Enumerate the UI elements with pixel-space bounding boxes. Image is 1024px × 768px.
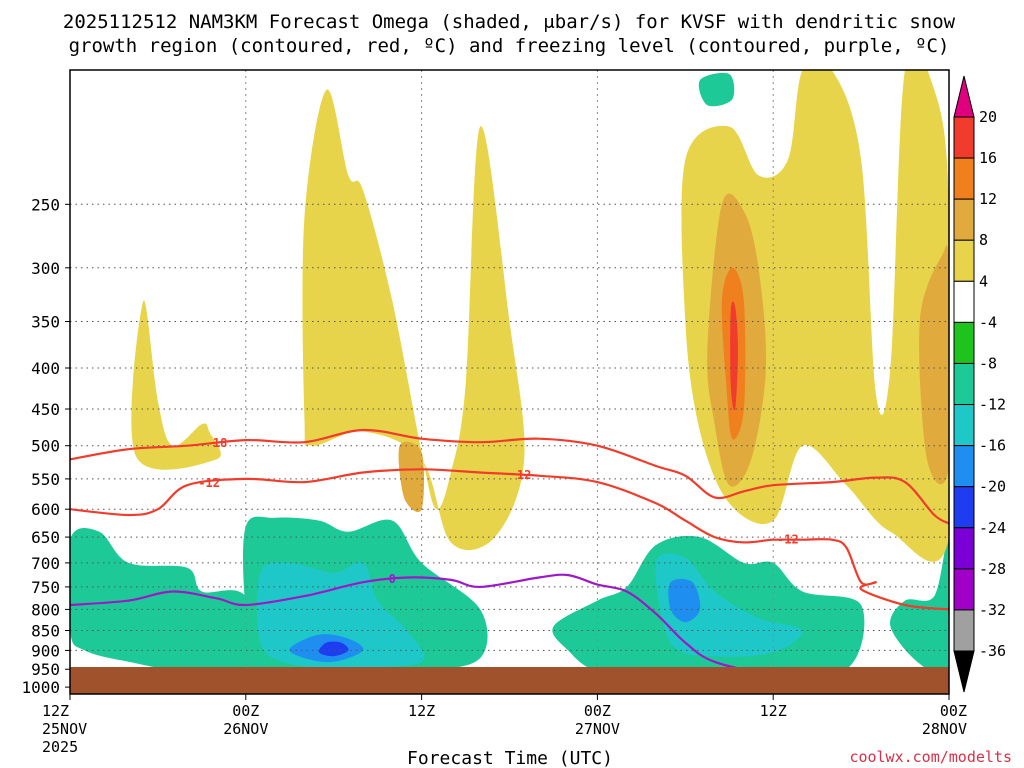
colorbar-box-8: [953, 445, 975, 488]
contour-label-2-label: 0: [389, 572, 396, 586]
y-tick-label-350: 350: [31, 312, 60, 331]
omega-region-rising-west: [70, 528, 277, 676]
colorbar-label-5: -4: [979, 313, 997, 331]
colorbar-box-1: [953, 157, 975, 200]
y-tick-label-1000: 1000: [21, 678, 60, 697]
x-axis-label: Forecast Time (UTC): [407, 748, 613, 768]
x-tick-label-12-line1: 00Z: [232, 702, 259, 720]
y-tick-label-950: 950: [31, 660, 60, 679]
colorbar-label-12: -32: [979, 601, 1006, 619]
colorbar-box-6: [953, 362, 975, 406]
y-tick-label-550: 550: [31, 470, 60, 489]
colorbar-bottom-arrow: [953, 650, 975, 693]
colorbar-box-3: [953, 239, 975, 282]
omega-region-sinking-east-max: [730, 301, 738, 411]
omega-region-rising-main-max: [318, 641, 349, 657]
colorbar-label-11: -28: [979, 560, 1006, 578]
y-tick-label-900: 900: [31, 641, 60, 660]
omega-region-rising-main-core: [256, 561, 425, 668]
colorbar-box-4: [953, 280, 975, 323]
colorbar-box-11: [953, 568, 975, 611]
colorbar-label-3: 8: [979, 231, 988, 249]
colorbar-box-2: [953, 198, 975, 241]
colorbar-box-7: [953, 404, 975, 447]
colorbar-box-9: [953, 486, 975, 529]
colorbar-box-10: [953, 527, 975, 570]
colorbar-top-arrow: [953, 75, 975, 118]
x-tick-label-24-line1: 12Z: [408, 702, 435, 720]
contour-label-1-label2: 12: [517, 468, 531, 482]
x-tick-label-60-line2: 28NOV: [922, 720, 967, 738]
x-tick-label-0-line3: 2025: [42, 738, 78, 756]
y-tick-label-700: 700: [31, 554, 60, 573]
y-tick-label-250: 250: [31, 195, 60, 214]
contour-label-1-label3: -12: [777, 533, 799, 547]
x-tick-label-0-line2: 25NOV: [42, 720, 87, 738]
y-tick-label-500: 500: [31, 437, 60, 456]
colorbar-label-9: -20: [979, 478, 1006, 496]
chart-title-line2: growth region (contoured, red, ºC) and f…: [69, 35, 950, 57]
y-tick-label-750: 750: [31, 578, 60, 597]
colorbar-box-12: [953, 609, 975, 652]
omega-region-sinking-far-east-core: [919, 245, 949, 485]
chart-title-line1: 2025112512 NAM3KM Forecast Omega (shaded…: [63, 11, 956, 33]
y-tick-label-800: 800: [31, 600, 60, 619]
colorbar-label-0: 20: [979, 108, 997, 126]
colorbar-label-6: -8: [979, 354, 997, 372]
colorbar-label-4: 4: [979, 272, 988, 290]
plot-frame: [69, 69, 950, 695]
omega-shading-layer: [70, 70, 949, 679]
colorbar-label-8: -16: [979, 437, 1006, 455]
colorbar-box-5: [953, 321, 975, 364]
x-tick-label-60-line1: 00Z: [940, 702, 967, 720]
contour-label-1-label: -12: [198, 476, 220, 490]
y-tick-label-600: 600: [31, 500, 60, 519]
y-tick-label-650: 650: [31, 528, 60, 547]
x-tick-label-0-line1: 12Z: [42, 702, 69, 720]
ground-terrain: [70, 667, 949, 694]
contour-label-0-label: -18: [206, 436, 228, 450]
colorbar-label-2: 12: [979, 190, 997, 208]
y-tick-label-450: 450: [31, 400, 60, 419]
y-tick-label-300: 300: [31, 259, 60, 278]
colorbar-omega: 20 16 12 8 4 -4 -8 -12 -16 -20 -24 -28 -32 -36: [953, 75, 1006, 693]
y-tick-label-400: 400: [31, 359, 60, 378]
omega-region-rising-top: [698, 72, 735, 107]
colorbar-label-10: -24: [979, 519, 1006, 537]
x-tick-label-12-line2: 26NOV: [223, 720, 268, 738]
y-axis-pressure: 2503003504004505005506006507007508008509…: [21, 195, 70, 697]
colorbar-label-1: 16: [979, 149, 997, 167]
omega-region-rising-east-peak: [668, 578, 701, 623]
x-tick-label-48-line1: 12Z: [760, 702, 787, 720]
contour-line-0: [70, 428, 949, 525]
colorbar-box-0: [953, 116, 975, 159]
omega-region-sinking-central: [302, 89, 525, 551]
colorbar-label-13: -36: [979, 642, 1006, 660]
contour-line-1: [70, 468, 949, 611]
y-tick-label-850: 850: [31, 622, 60, 641]
colorbar-label-7: -12: [979, 396, 1006, 414]
omega-region-sinking-central-core: [398, 441, 425, 513]
credit-text: coolwx.com/modelts: [849, 748, 1012, 766]
x-tick-label-36-line2: 27NOV: [575, 720, 620, 738]
x-tick-label-36-line1: 00Z: [584, 702, 611, 720]
omega-region-sinking-west: [131, 300, 221, 470]
